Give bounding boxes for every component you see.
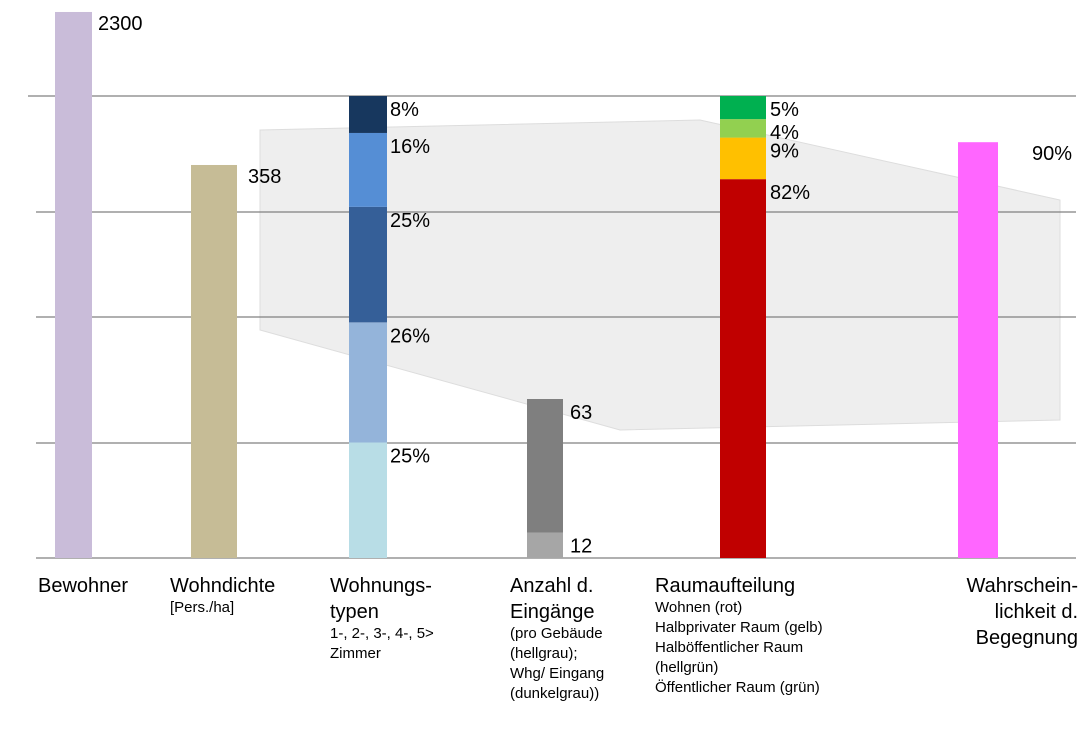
column-sublabel: 1-, 2-, 3-, 4-, 5> [330,625,434,642]
column-sublabel: Halbprivater Raum (gelb) [655,619,823,636]
bar-segment [720,96,766,120]
bar-segment [55,11,92,559]
value-label: 63 [570,402,592,424]
value-label: 26% [390,325,430,347]
bar-segment [349,442,387,558]
bar-segment [527,399,563,533]
value-label: 25% [390,210,430,232]
column-label: Wohnungs- [330,575,432,597]
column-sublabel: (dunkelgrau)) [510,685,599,702]
bar-segment [349,132,387,207]
bar-segment [349,96,387,133]
value-label: 9% [770,141,799,163]
value-label: 358 [248,166,281,188]
bar-segment [527,532,563,558]
bar-segment [720,119,766,138]
column-label: lichkeit d. [995,601,1078,623]
column-label: Eingänge [510,601,595,623]
column-sublabel: (hellgrau); [510,645,578,662]
column-label: Raumaufteilung [655,575,795,597]
value-label: 4% [770,122,799,144]
column-sublabel: Whg/ Eingang [510,665,604,682]
value-label: 2300 [98,13,143,35]
column-label: Anzahl d. [510,575,593,597]
column-label: Wahrschein- [966,575,1078,597]
column-sublabel: (pro Gebäude [510,625,603,642]
column-label: Begegnung [976,627,1078,649]
column-sublabel: Halböffentlicher Raum [655,639,803,656]
bar-segment [720,137,766,180]
bar-segment [958,142,998,558]
value-label: 8% [390,99,419,121]
column-label: Bewohner [38,575,128,597]
bar-segment [349,322,387,443]
column-sublabel: [Pers./ha] [170,599,234,616]
value-label: 16% [390,136,430,158]
value-label: 12 [570,536,592,558]
bar-segment [191,164,237,558]
column-sublabel: Wohnen (rot) [655,599,742,616]
column-sublabel: (hellgrün) [655,659,718,676]
bar-segment [349,206,387,323]
value-label: 5% [770,99,799,121]
column-label: typen [330,601,379,623]
column-sublabel: Zimmer [330,645,381,662]
value-label: 82% [770,182,810,204]
value-label: 90% [1032,143,1072,165]
value-label: 25% [390,446,430,468]
bar-segment [720,179,766,558]
column-label: Wohndichte [170,575,275,597]
background-sketch [259,119,1061,431]
column-sublabel: Öffentlicher Raum (grün) [655,678,820,696]
